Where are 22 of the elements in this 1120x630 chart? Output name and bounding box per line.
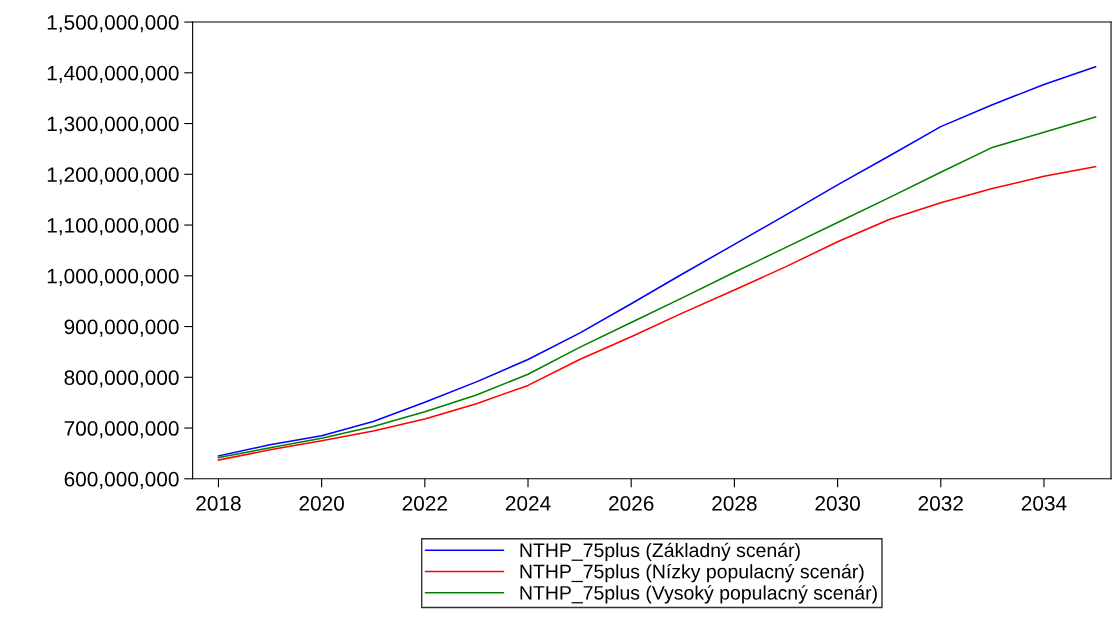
- x-tick-label: 2030: [815, 496, 860, 511]
- y-tick-label: 1,300,000,000: [47, 116, 179, 134]
- x-tick-label: 2034: [1021, 496, 1067, 511]
- x-tick-label: 2024: [505, 496, 551, 511]
- legend-label: NTHP_75plus (Základný scenár): [520, 542, 800, 562]
- x-tick-label: 2022: [402, 496, 447, 511]
- y-tick-label: 1,400,000,000: [47, 65, 179, 84]
- y-tick-label: 600,000,000: [64, 471, 179, 490]
- y-tick-label: 700,000,000: [64, 421, 179, 439]
- y-tick-label: 900,000,000: [64, 319, 179, 337]
- x-tick-label: 2032: [918, 496, 963, 511]
- y-tick-label: 1,200,000,000: [47, 167, 179, 185]
- legend-label: NTHP_75plus (Nízky populacný scenár): [520, 563, 864, 583]
- y-tick-label: 800,000,000: [64, 370, 179, 388]
- x-tick-label: 2020: [299, 496, 344, 511]
- y-tick-label: 1,100,000,000: [47, 218, 179, 236]
- x-tick-label: 2026: [609, 496, 654, 511]
- x-tick-label: 2018: [196, 496, 241, 511]
- y-tick-label: 1,000,000,000: [47, 268, 179, 287]
- legend-label: NTHP_75plus (Vysoký populacný scenár): [520, 585, 877, 604]
- y-tick-label: 1,500,000,000: [47, 15, 179, 33]
- x-tick-label: 2028: [712, 496, 757, 511]
